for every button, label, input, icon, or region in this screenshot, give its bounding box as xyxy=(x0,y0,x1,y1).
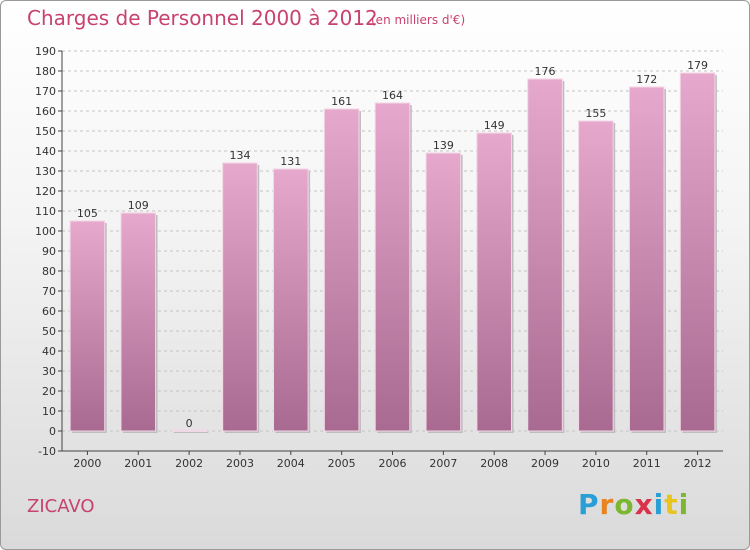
x-tick-label: 2010 xyxy=(582,457,610,470)
x-tick-label: 2003 xyxy=(226,457,254,470)
y-tick-label: 140 xyxy=(35,145,56,158)
y-tick-label: 180 xyxy=(35,65,56,78)
y-tick-label: 110 xyxy=(35,205,56,218)
y-tick-label: 20 xyxy=(42,385,56,398)
y-tick-label: 80 xyxy=(42,265,56,278)
y-tick-label: 40 xyxy=(42,345,56,358)
y-tick-label: 0 xyxy=(49,425,56,438)
x-tick-label: 2007 xyxy=(429,457,457,470)
data-label: 109 xyxy=(128,199,149,212)
y-tick-label: 160 xyxy=(35,105,56,118)
x-tick-label: 2004 xyxy=(277,457,305,470)
x-tick-label: 2006 xyxy=(379,457,407,470)
bar xyxy=(273,168,309,432)
x-tick-label: 2012 xyxy=(684,457,712,470)
bar xyxy=(374,102,411,432)
chart-subtitle: (en milliers d'€) xyxy=(371,13,466,27)
y-tick-label: 100 xyxy=(35,225,56,238)
bar-shadow xyxy=(173,432,209,433)
data-label: 161 xyxy=(331,95,352,108)
bar xyxy=(679,72,716,432)
y-tick-label: 10 xyxy=(42,405,56,418)
x-tick-label: 2011 xyxy=(633,457,661,470)
logo-letter: t xyxy=(664,488,679,521)
labels: 105 109 0 134 131 161 164 139 149 176 155 172 179 xyxy=(77,59,708,430)
bar xyxy=(171,429,207,432)
y-tick-label: 90 xyxy=(42,245,56,258)
y-tick-label: 120 xyxy=(35,185,56,198)
bar xyxy=(120,212,157,432)
logo-letter: x xyxy=(634,488,654,521)
logo-letter: P xyxy=(578,488,600,521)
bar xyxy=(69,220,106,432)
y-tick-label: 130 xyxy=(35,165,56,178)
bar xyxy=(527,78,563,432)
x-tick-label: 2000 xyxy=(73,457,101,470)
y-tick-label: 50 xyxy=(42,325,56,338)
y-tick-label: 170 xyxy=(35,85,56,98)
data-label: 155 xyxy=(585,107,606,120)
data-label: 164 xyxy=(382,89,403,102)
data-label: 176 xyxy=(535,65,556,78)
logo-letter: r xyxy=(599,488,615,521)
bar xyxy=(323,108,360,432)
y-tick-label: 30 xyxy=(42,365,56,378)
y-tick-label: 150 xyxy=(35,125,56,138)
bar xyxy=(222,162,258,432)
chart-title: Charges de Personnel 2000 à 2012 xyxy=(27,6,378,30)
x-tick-label: 2002 xyxy=(175,457,203,470)
data-label: 131 xyxy=(280,155,301,168)
x-tick-label: 2001 xyxy=(124,457,152,470)
data-label: 0 xyxy=(186,417,193,430)
bar xyxy=(476,132,512,432)
y-tick-label: 190 xyxy=(35,45,56,58)
x-tick-label: 2005 xyxy=(328,457,356,470)
bar xyxy=(578,120,614,432)
y-tick-label: 70 xyxy=(42,285,56,298)
data-label: 179 xyxy=(687,59,708,72)
proxiti-logo: Proxiti xyxy=(578,488,689,521)
data-label: 172 xyxy=(636,73,657,86)
x-tick-label: 2009 xyxy=(531,457,559,470)
bar xyxy=(628,86,665,432)
y-tick-label: 60 xyxy=(42,305,56,318)
logo-letter: i xyxy=(678,488,690,521)
data-label: 149 xyxy=(484,119,505,132)
bar xyxy=(425,152,462,432)
commune-name: ZICAVO xyxy=(27,496,95,517)
x-tick-label: 2008 xyxy=(480,457,508,470)
logo-letter: o xyxy=(614,488,635,521)
axes: -10 0 10 20 30 40 50 60 70 80 90 100 110 120 130 140 150… xyxy=(35,45,723,470)
data-label: 105 xyxy=(77,207,98,220)
logo-letter: i xyxy=(653,488,665,521)
data-label: 139 xyxy=(433,139,454,152)
y-tick-label: -10 xyxy=(38,445,56,458)
data-label: 134 xyxy=(229,149,250,162)
bars xyxy=(69,72,717,433)
